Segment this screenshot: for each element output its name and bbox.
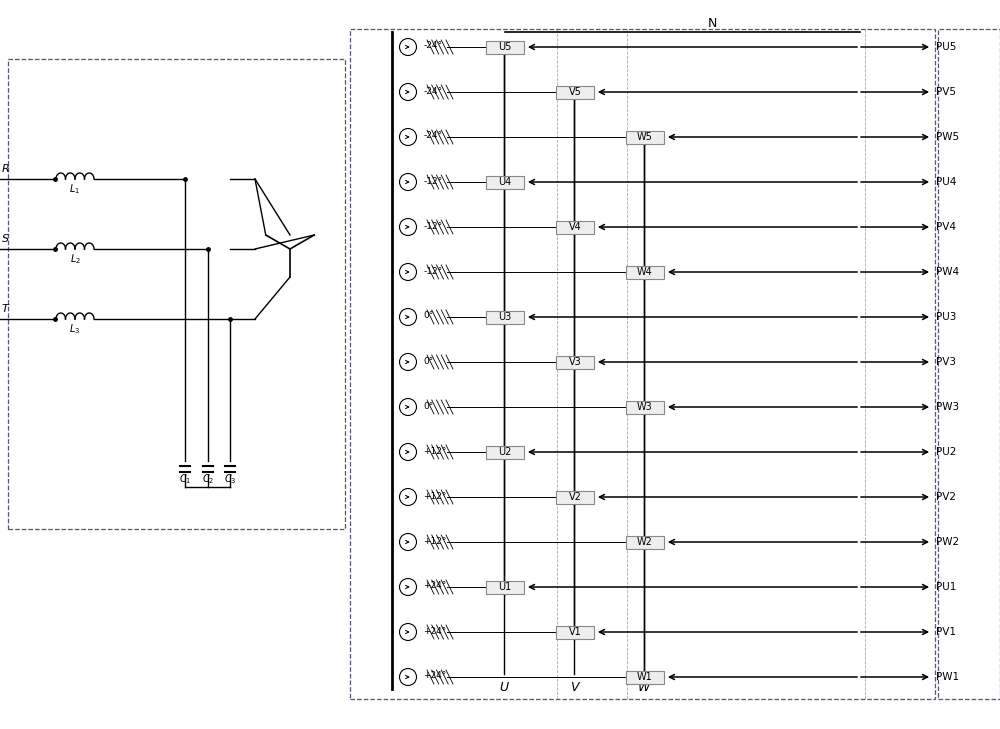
Text: 0°: 0° xyxy=(424,356,434,365)
Text: PV3: PV3 xyxy=(936,357,956,367)
Text: W3: W3 xyxy=(637,402,653,412)
Text: V2: V2 xyxy=(569,492,581,502)
Text: -24°: -24° xyxy=(424,87,443,95)
Text: PU2: PU2 xyxy=(936,447,956,457)
Text: $L_1$: $L_1$ xyxy=(69,182,81,196)
Text: -12°: -12° xyxy=(424,176,443,185)
FancyBboxPatch shape xyxy=(556,625,594,639)
Text: +24°: +24° xyxy=(424,671,447,680)
Text: V3: V3 xyxy=(569,357,581,367)
FancyBboxPatch shape xyxy=(486,176,524,189)
Text: $C_1$: $C_1$ xyxy=(179,472,191,486)
Text: W4: W4 xyxy=(637,267,653,277)
Text: PU5: PU5 xyxy=(936,42,956,52)
Text: -12°: -12° xyxy=(424,267,443,276)
Text: PV1: PV1 xyxy=(936,627,956,637)
FancyBboxPatch shape xyxy=(486,445,524,459)
Text: +12°: +12° xyxy=(424,537,447,545)
Text: N: N xyxy=(708,17,717,30)
Text: +24°: +24° xyxy=(424,582,447,590)
Text: U4: U4 xyxy=(498,177,512,187)
Text: PW3: PW3 xyxy=(936,402,959,412)
Text: V4: V4 xyxy=(569,222,581,232)
Text: PW1: PW1 xyxy=(936,672,959,682)
Text: $L_3$: $L_3$ xyxy=(69,322,81,336)
Text: U5: U5 xyxy=(498,42,512,52)
Text: 0°: 0° xyxy=(424,311,434,321)
Text: PW2: PW2 xyxy=(936,537,959,547)
Text: -12°: -12° xyxy=(424,222,443,230)
Text: S: S xyxy=(2,234,9,244)
Text: $C_3$: $C_3$ xyxy=(224,472,236,486)
Text: $L_2$: $L_2$ xyxy=(70,252,80,266)
Text: U2: U2 xyxy=(498,447,512,457)
Text: W2: W2 xyxy=(637,537,653,547)
Text: PV5: PV5 xyxy=(936,87,956,97)
Text: 0°: 0° xyxy=(424,402,434,410)
Text: -24°: -24° xyxy=(424,42,443,50)
FancyBboxPatch shape xyxy=(556,491,594,504)
Text: W5: W5 xyxy=(637,132,653,142)
Text: T: T xyxy=(2,304,9,314)
Text: PU3: PU3 xyxy=(936,312,956,322)
Text: V5: V5 xyxy=(569,87,581,97)
FancyBboxPatch shape xyxy=(486,311,524,324)
Text: -24°: -24° xyxy=(424,131,443,141)
FancyBboxPatch shape xyxy=(626,265,664,278)
Text: U3: U3 xyxy=(498,312,512,322)
FancyBboxPatch shape xyxy=(486,41,524,53)
Text: V1: V1 xyxy=(569,627,581,637)
FancyBboxPatch shape xyxy=(626,130,664,144)
Text: +24°: +24° xyxy=(424,626,447,636)
FancyBboxPatch shape xyxy=(626,400,664,413)
FancyBboxPatch shape xyxy=(556,220,594,233)
Text: +12°: +12° xyxy=(424,446,447,456)
FancyBboxPatch shape xyxy=(626,536,664,548)
FancyBboxPatch shape xyxy=(626,671,664,684)
FancyBboxPatch shape xyxy=(556,85,594,98)
Text: PW5: PW5 xyxy=(936,132,959,142)
Text: U: U xyxy=(499,681,509,694)
Text: PU1: PU1 xyxy=(936,582,956,592)
FancyBboxPatch shape xyxy=(486,580,524,593)
Text: PU4: PU4 xyxy=(936,177,956,187)
Text: $C_2$: $C_2$ xyxy=(202,472,214,486)
Text: W1: W1 xyxy=(637,672,653,682)
Text: U1: U1 xyxy=(498,582,512,592)
Text: PV2: PV2 xyxy=(936,492,956,502)
Text: PV4: PV4 xyxy=(936,222,956,232)
Text: +12°: +12° xyxy=(424,491,447,501)
Text: R: R xyxy=(2,164,10,174)
Text: PW4: PW4 xyxy=(936,267,959,277)
Text: V: V xyxy=(570,681,578,694)
Text: W: W xyxy=(638,681,650,694)
FancyBboxPatch shape xyxy=(556,356,594,368)
